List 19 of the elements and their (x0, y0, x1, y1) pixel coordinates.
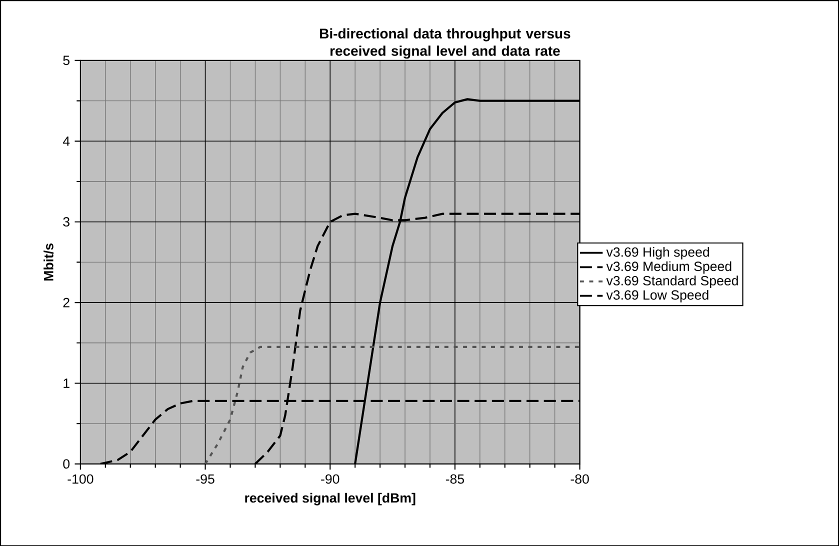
x-tick-label: -85 (446, 474, 464, 484)
x-tick-label: -90 (321, 474, 340, 484)
x-axis-title: received signal level [dBm] (245, 492, 416, 506)
legend-label: v3.69 Medium Speed (606, 261, 732, 274)
x-tick-label: -100 (68, 474, 94, 484)
y-tick-label: 4 (62, 136, 70, 146)
y-tick-label: 1 (64, 378, 70, 388)
y-tick-label: 0 (63, 459, 70, 468)
y-tick-label: 5 (63, 56, 70, 65)
chart-title: Bi-directional data throughput versus received signal level and data rate (320, 28, 570, 59)
legend-label: v3.69 Standard Speed (606, 275, 738, 288)
y-axis-title: Mbit/s (44, 243, 54, 280)
line-series (204, 346, 580, 464)
y-tick-label: 3 (63, 216, 70, 226)
x-tick-label: -95 (196, 474, 214, 484)
y-tick-label: 2 (63, 298, 70, 308)
x-tick-label: -80 (570, 474, 589, 484)
legend-label: v3.69 Low Speed (606, 290, 708, 302)
legend-label: v3.69 High speed (606, 246, 710, 260)
